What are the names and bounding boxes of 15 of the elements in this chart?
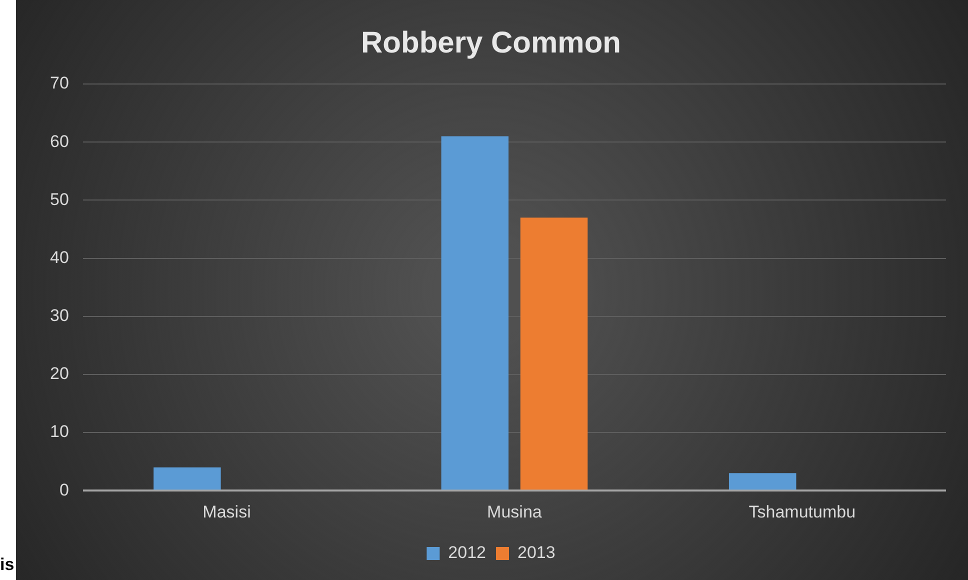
legend-label: 2012 xyxy=(448,543,486,562)
y-tick-label: 10 xyxy=(50,422,69,442)
x-tick-label: Musina xyxy=(487,502,542,522)
x-tick-label: Tshamutumbu xyxy=(748,502,856,522)
text: is xyxy=(0,555,14,574)
y-tick-label: 30 xyxy=(50,306,69,326)
y-tick-label: 40 xyxy=(50,248,69,267)
chart-title: Robbery Common xyxy=(360,26,622,60)
y-tick-label: 70 xyxy=(50,74,69,93)
y-tick-label: 50 xyxy=(50,190,69,209)
x-tick-label: Masisi xyxy=(202,502,251,522)
y-tick-label: 0 xyxy=(59,480,69,500)
y-tick-label: 20 xyxy=(50,364,69,384)
y-tick-label: 60 xyxy=(50,132,69,151)
legend-label: 2013 xyxy=(518,543,556,562)
